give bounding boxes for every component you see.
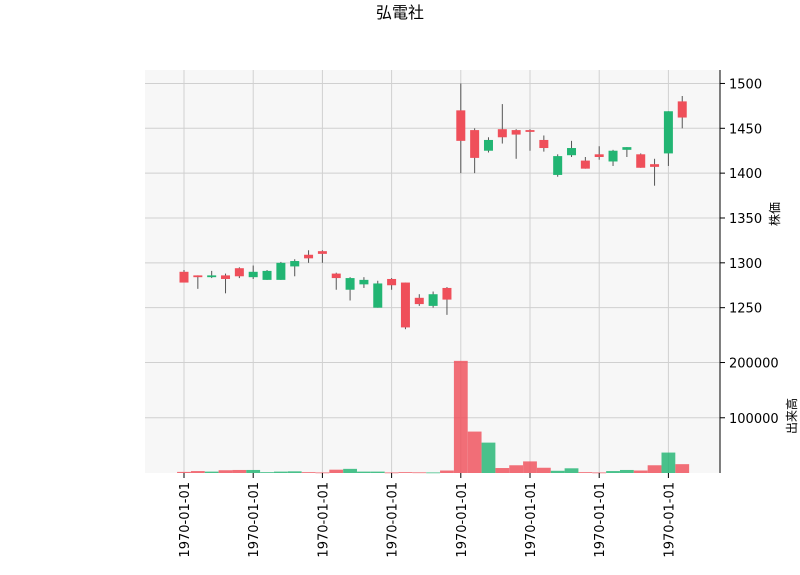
volume-bar: [675, 464, 690, 473]
candle-body: [553, 156, 563, 175]
x-tick-label: 1970-01-01: [524, 482, 539, 558]
price-tick-label: 1350: [729, 212, 762, 227]
volume-bar: [606, 471, 620, 473]
x-tick-label: 1970-01-01: [316, 482, 331, 558]
candle-body: [304, 254, 314, 259]
volume-bars: [177, 360, 690, 474]
volume-bar: [343, 468, 357, 473]
candle-body: [262, 270, 272, 280]
candle-body: [400, 282, 410, 328]
volume-bar: [190, 471, 205, 473]
candle-body: [428, 294, 438, 306]
volume-bar: [384, 472, 399, 474]
volume-bar: [495, 468, 510, 473]
candle-body: [497, 129, 507, 138]
volume-bar: [481, 442, 496, 473]
candle-body: [650, 164, 660, 167]
volume-bar: [578, 472, 593, 473]
candle-body: [567, 148, 577, 156]
candle-body: [594, 154, 604, 157]
candle-body: [580, 160, 590, 169]
candle-body: [317, 251, 327, 254]
x-tick-label: 1970-01-01: [247, 482, 262, 558]
candle-body: [179, 271, 189, 283]
price-tick-label: 1300: [729, 257, 762, 272]
volume-bar: [619, 469, 634, 473]
candle-body: [290, 261, 300, 267]
volume-bar: [218, 470, 233, 473]
volume-bar: [523, 461, 537, 473]
volume-tick-label: 100000: [729, 412, 779, 427]
candle-body: [345, 278, 355, 290]
volume-bar: [232, 469, 247, 473]
volume-axis-label: 出来高: [784, 398, 799, 434]
price-axis-label: 株価: [767, 202, 782, 226]
candle-body: [470, 130, 480, 158]
x-tick-label: 1970-01-01: [593, 482, 608, 558]
candle-body: [359, 279, 369, 285]
volume-panel: [145, 357, 720, 473]
volume-bar: [564, 468, 579, 473]
chart-title: 弘電社: [376, 3, 424, 22]
volume-bar: [661, 452, 676, 473]
candle-body: [331, 273, 341, 279]
candle-body: [622, 147, 632, 150]
candle-body: [525, 130, 535, 132]
volume-bar: [315, 472, 330, 474]
volume-bar: [509, 465, 524, 473]
volume-bar: [440, 470, 454, 473]
price-tick-label: 1400: [729, 167, 762, 182]
volume-bar: [357, 471, 371, 473]
volume-bar: [329, 469, 344, 473]
volume-bar: [273, 471, 288, 473]
candle-body: [207, 275, 217, 278]
volume-bar: [398, 472, 413, 473]
volume-bar: [412, 472, 427, 474]
candle-body: [456, 110, 466, 141]
candle-body: [414, 297, 424, 305]
volume-bar: [246, 469, 261, 473]
volume-bar: [453, 360, 468, 473]
candle-body: [636, 154, 646, 168]
price-tick-label: 1500: [729, 77, 762, 92]
candle-body: [373, 283, 383, 308]
volume-bar: [592, 472, 607, 474]
volume-bar: [633, 470, 648, 473]
volume-bar: [426, 472, 441, 474]
candle-body: [663, 111, 673, 154]
candle-body: [193, 275, 203, 278]
candle-body: [483, 139, 493, 151]
volume-bar: [370, 471, 385, 473]
volume-bar: [204, 471, 219, 473]
volume-bar: [467, 431, 482, 473]
x-tick-label: 1970-01-01: [386, 482, 401, 558]
volume-bar: [301, 472, 316, 473]
volume-bar: [550, 470, 565, 473]
candle-body: [234, 268, 244, 277]
volume-bar: [177, 471, 191, 473]
price-candles: [179, 83, 687, 330]
volume-bar: [647, 465, 662, 473]
volume-bar: [287, 471, 302, 473]
candle-body: [442, 287, 452, 300]
x-tick-label: 1970-01-01: [178, 482, 193, 558]
candle-body: [221, 275, 231, 279]
candle-body: [677, 101, 687, 118]
candle-body: [511, 130, 521, 135]
volume-bar: [260, 472, 274, 473]
axes: 1250 1300 1350 1400 1450 1500 100000 200000 1970…: [178, 70, 779, 558]
volume-tick-label: 200000: [729, 357, 779, 372]
price-tick-label: 1450: [729, 122, 762, 137]
x-tick-label: 1970-01-01: [455, 482, 470, 558]
candle-body: [539, 139, 549, 149]
candle-body: [608, 150, 618, 162]
candle-body: [387, 278, 397, 286]
price-tick-label: 1250: [729, 302, 762, 317]
candle-body: [276, 262, 286, 280]
x-tick-label: 1970-01-01: [662, 482, 677, 558]
candle-body: [248, 271, 258, 278]
volume-bar: [536, 467, 551, 473]
price-panel: [145, 70, 720, 357]
